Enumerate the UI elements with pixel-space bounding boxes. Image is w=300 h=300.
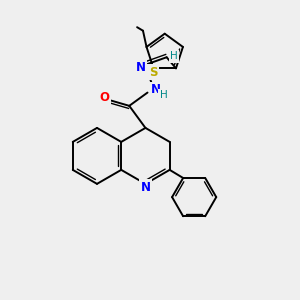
Text: N: N <box>136 61 146 74</box>
Text: H: H <box>170 51 178 62</box>
Text: H: H <box>160 90 168 100</box>
Text: S: S <box>148 66 157 79</box>
Text: O: O <box>100 91 110 104</box>
Text: N: N <box>140 181 150 194</box>
Text: N: N <box>151 83 161 96</box>
